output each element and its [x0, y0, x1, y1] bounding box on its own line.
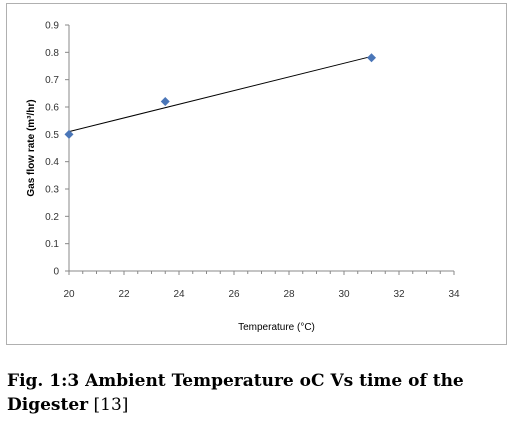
x-tick-label: 24: [173, 289, 185, 300]
y-tick-label: 0.4: [45, 157, 59, 168]
y-ticks: 0 0.1 0.2 0.3 0.4 0.5 0.6 0.7 0.8 0.9: [45, 21, 69, 278]
data-point: [367, 53, 376, 63]
y-tick-label: 0.3: [45, 185, 59, 196]
y-tick-label: 0.9: [45, 21, 59, 32]
figure-caption: Fig. 1:3 Ambient Temperature oC Vs time …: [7, 369, 507, 417]
x-tick-label: 20: [63, 289, 75, 300]
caption-title: Fig. 1:3 Ambient Temperature oC Vs time …: [7, 371, 464, 415]
scatter-chart: 0 0.1 0.2 0.3 0.4 0.5 0.6 0.7 0.8 0.9 20 22 24 26 28 3…: [26, 21, 460, 334]
y-tick-label: 0.2: [45, 212, 59, 223]
data-point: [160, 97, 170, 107]
x-ticks: 20 22 24 26 28 30 32 34: [63, 271, 460, 300]
caption-reference: [13]: [88, 395, 129, 415]
x-tick-label: 28: [283, 289, 295, 300]
data-point: [64, 129, 74, 139]
x-tick-label: 32: [393, 289, 405, 300]
trend-line: [68, 55, 372, 133]
y-tick-label: 0.8: [45, 48, 59, 59]
x-axis-title: Temperature (°C): [238, 322, 315, 333]
x-tick-label: 30: [338, 289, 350, 300]
y-axis-title: Gas flow rate (m³/hr): [26, 99, 37, 196]
y-tick-label: 0: [53, 267, 59, 278]
y-tick-label: 0.1: [45, 239, 59, 250]
y-tick-label: 0.6: [45, 103, 59, 114]
series-group: [64, 53, 376, 139]
chart-frame: 0 0.1 0.2 0.3 0.4 0.5 0.6 0.7 0.8 0.9 20 22 24 26 28 3…: [6, 3, 507, 345]
y-tick-label: 0.7: [45, 75, 59, 86]
x-tick-label: 34: [448, 289, 460, 300]
x-tick-label: 22: [118, 289, 130, 300]
y-tick-label: 0.5: [45, 130, 59, 141]
x-tick-label: 26: [228, 289, 240, 300]
